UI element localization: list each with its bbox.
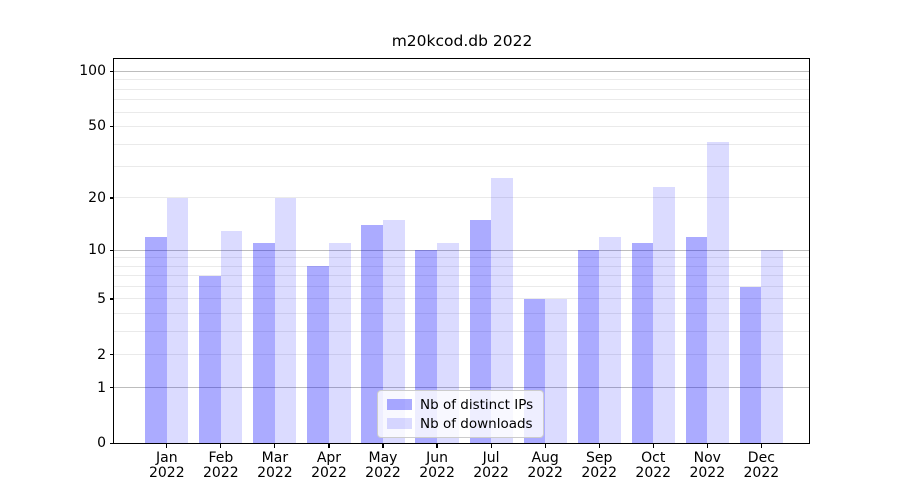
x-tick <box>274 443 276 448</box>
y-tick <box>109 70 114 72</box>
bar-nb-of-downloads-aug <box>545 298 567 444</box>
y-tick-label: 50 <box>88 118 106 135</box>
bar-nb-of-distinct-ips-sep <box>577 250 600 444</box>
bar-nb-of-distinct-ips-mar <box>253 243 275 444</box>
gridline-major <box>114 387 810 389</box>
x-tick-label: Aug 2022 <box>527 450 563 481</box>
x-tick-label: Dec 2022 <box>743 450 780 481</box>
bar-nb-of-downloads-dec <box>761 250 783 444</box>
x-tick <box>166 443 168 448</box>
x-tick <box>652 443 654 448</box>
gridline-minor <box>114 298 810 300</box>
y-tick <box>109 249 114 251</box>
y-tick <box>109 298 114 300</box>
y-tick <box>109 386 114 389</box>
bar-nb-of-distinct-ips-feb <box>199 275 221 444</box>
x-tick <box>544 443 546 448</box>
x-tick <box>382 443 384 448</box>
x-tick-label: Jun 2022 <box>419 450 455 481</box>
gridline-minor <box>114 313 810 315</box>
y-tick <box>109 354 114 356</box>
gridline-minor <box>114 125 810 127</box>
gridline-minor <box>114 166 810 168</box>
gridline-minor <box>114 143 810 145</box>
x-tick-label: Apr 2022 <box>311 450 347 481</box>
bar-nb-of-distinct-ips-apr <box>307 266 329 444</box>
gridline-minor <box>114 88 810 90</box>
gridline-major <box>114 249 810 251</box>
x-tick-label: Oct 2022 <box>635 450 672 481</box>
x-tick-label: Jan 2022 <box>148 450 185 481</box>
x-tick <box>706 443 708 448</box>
gridline-minor <box>114 99 810 101</box>
legend-item-distinct-ips: Nb of distinct IPs <box>387 396 533 413</box>
x-tick <box>436 443 438 448</box>
gridline-minor <box>114 197 810 199</box>
gridline-minor <box>114 79 810 81</box>
gridline-minor <box>114 265 810 267</box>
x-tick-label: Nov 2022 <box>689 450 726 481</box>
gridline-major <box>114 70 810 72</box>
legend-item-downloads: Nb of downloads <box>387 415 533 432</box>
bar-nb-of-distinct-ips-nov <box>685 236 708 444</box>
bar-nb-of-downloads-jan <box>166 197 189 444</box>
bar-nb-of-downloads-sep <box>599 236 621 444</box>
bar-nb-of-downloads-apr <box>328 243 351 444</box>
y-tick <box>109 197 114 199</box>
bar-nb-of-downloads-jul <box>491 177 513 444</box>
legend-label-distinct-ips: Nb of distinct IPs <box>420 396 534 413</box>
y-tick-label: 0 <box>97 435 106 452</box>
legend: Nb of distinct IPs Nb of downloads <box>377 390 545 438</box>
x-tick <box>598 443 600 448</box>
chart-title: m20kcod.db 2022 <box>391 32 533 50</box>
legend-swatch-distinct-ips <box>387 399 412 410</box>
y-tick-label: 100 <box>79 63 106 80</box>
bar-nb-of-downloads-oct <box>653 187 675 444</box>
bar-nb-of-distinct-ips-may <box>361 225 383 444</box>
bar-nb-of-distinct-ips-dec <box>739 286 762 444</box>
bar-nb-of-downloads-mar <box>274 197 297 444</box>
y-tick <box>109 442 114 444</box>
x-tick-label: Jul 2022 <box>473 450 509 481</box>
x-tick-label: Mar 2022 <box>257 450 293 481</box>
gridline-minor <box>114 111 810 113</box>
x-tick <box>490 443 492 448</box>
gridline-minor <box>114 354 810 356</box>
gridline-minor <box>114 257 810 259</box>
gridline-minor <box>114 331 810 333</box>
x-tick-label: Feb 2022 <box>203 450 239 481</box>
x-tick-label: Sep 2022 <box>581 450 617 481</box>
gridline-minor <box>114 275 810 277</box>
x-tick <box>760 443 762 448</box>
gridline-minor <box>114 286 810 288</box>
x-tick <box>220 443 222 448</box>
y-tick <box>109 125 114 128</box>
bar-nb-of-downloads-feb <box>220 230 243 444</box>
y-tick-label: 5 <box>97 290 106 307</box>
bar-nb-of-distinct-ips-jan <box>145 236 167 444</box>
bar-nb-of-distinct-ips-oct <box>631 243 654 444</box>
x-tick-label: May 2022 <box>365 450 401 481</box>
y-tick-label: 10 <box>88 242 106 259</box>
legend-swatch-downloads <box>387 418 412 429</box>
y-tick-label: 20 <box>88 189 106 206</box>
bar-nb-of-downloads-nov <box>707 142 729 444</box>
y-tick-label: 2 <box>97 346 106 363</box>
bar-nb-of-distinct-ips-jul <box>469 219 492 444</box>
x-tick <box>328 443 330 448</box>
legend-label-downloads: Nb of downloads <box>420 415 533 432</box>
y-tick-label: 1 <box>97 379 106 396</box>
bar-nb-of-downloads-may <box>383 219 405 444</box>
